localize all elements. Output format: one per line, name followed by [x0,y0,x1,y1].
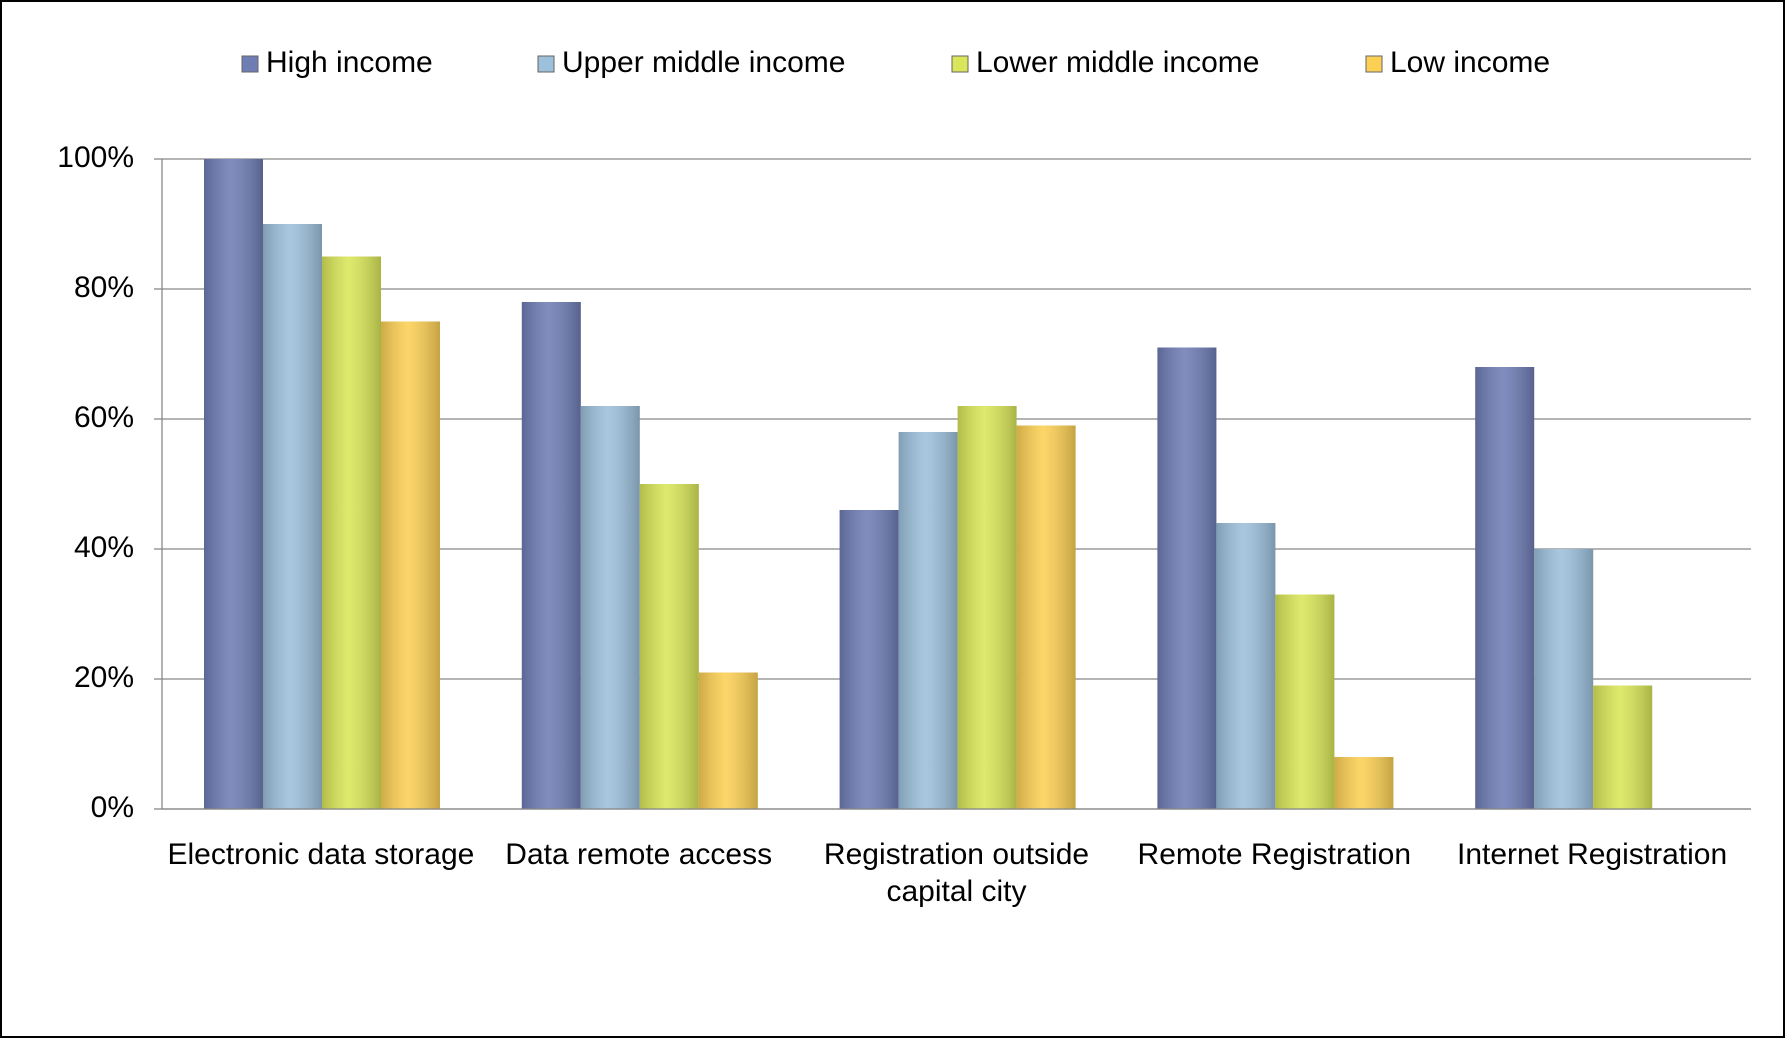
y-tick-label: 0% [91,791,134,824]
x-tick-label: Remote Registration [1137,838,1412,871]
bar [957,406,1017,809]
legend-label: High income [266,46,433,79]
y-tick-label: 60% [74,401,134,434]
bar [1475,367,1535,809]
bar [1216,523,1276,809]
bar [898,432,958,809]
bar [639,484,699,809]
legend-swatch [241,55,259,73]
bar [263,224,322,809]
legend-label: Low income [1390,46,1550,79]
bar [698,672,758,809]
y-tick-label: 20% [74,661,134,694]
x-tick-label: Registration outside capital city [823,838,1090,908]
y-tick-label: 40% [74,531,134,564]
x-tick-label: Data remote access [505,838,773,871]
bar [1016,425,1076,809]
legend-swatch [537,55,555,73]
bar [1334,757,1394,809]
bar [1275,594,1335,809]
y-tick-label: 80% [74,271,134,304]
bar [839,510,899,809]
bar [1593,685,1653,809]
legend-swatch [1365,55,1383,73]
x-tick-label: Electronic data storage [167,838,475,871]
bar [1157,347,1217,809]
x-tick-label: Internet Registration [1457,838,1728,871]
y-tick-label: 100% [57,141,134,174]
legend-label: Lower middle income [976,46,1259,79]
legend-label: Upper middle income [562,46,845,79]
bar [580,406,640,809]
bar [204,159,263,809]
bar [521,302,581,809]
legend-swatch [951,55,969,73]
bar [1534,549,1594,809]
bar [322,256,381,809]
bar [381,321,440,809]
